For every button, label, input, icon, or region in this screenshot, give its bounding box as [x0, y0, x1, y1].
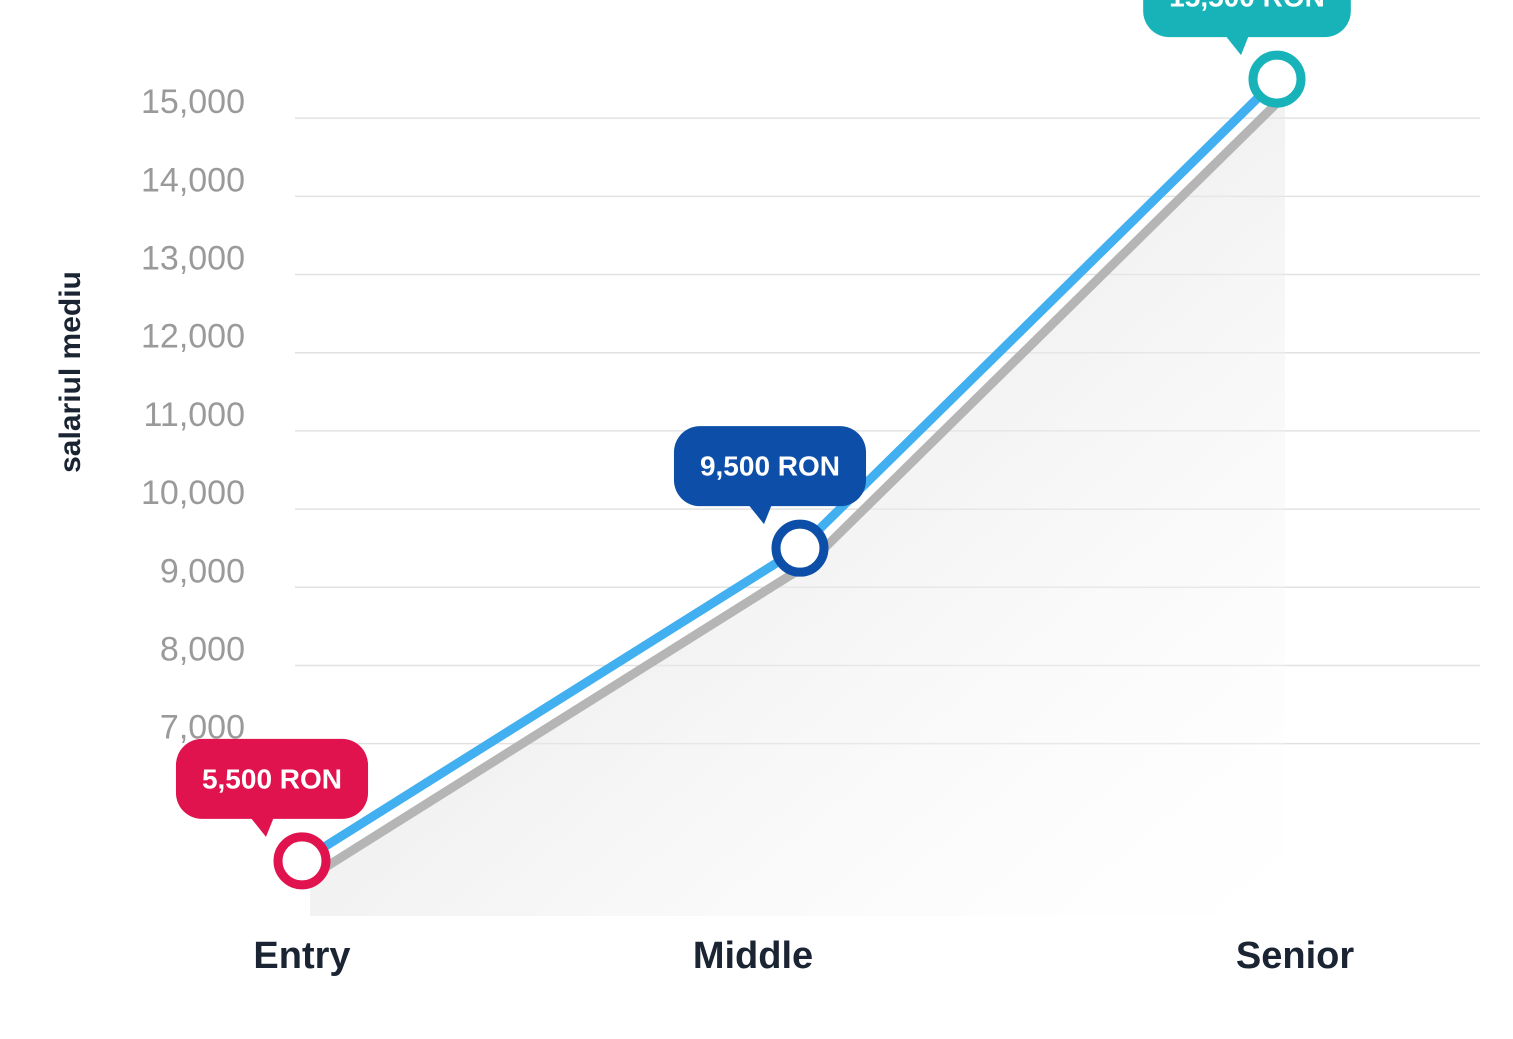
point — [1248, 50, 1306, 108]
y-tick-label: 13,000 — [141, 240, 245, 278]
callout-box — [673, 426, 867, 507]
data-label: 15,500 RON — [1169, 0, 1325, 12]
point — [273, 832, 331, 890]
y-tick-label: 11,000 — [144, 396, 245, 434]
y-tick-label: 12,000 — [141, 318, 245, 356]
callout-pointer — [1225, 35, 1249, 56]
x-tick-label: Middle — [693, 935, 813, 977]
area-shadow — [310, 95, 1285, 916]
y-tick-label: 10,000 — [141, 474, 245, 512]
y-tick-label: 9,000 — [160, 552, 245, 590]
x-tick-label: Entry — [253, 935, 350, 977]
y-tick-label: 8,000 — [160, 630, 245, 668]
point — [771, 519, 829, 577]
y-axis-label: salariul mediu — [54, 271, 87, 473]
callout-box — [175, 738, 369, 819]
x-tick-label: Senior — [1236, 935, 1354, 977]
callout: 15,500 RON — [1143, 0, 1351, 56]
callout-pointer — [250, 816, 274, 837]
y-tick-label: 15,000 — [141, 83, 245, 121]
callout: 5,500 RON — [175, 738, 369, 837]
callout-pointer — [748, 504, 772, 525]
callout: 9,500 RON — [673, 426, 867, 525]
y-tick-label: 14,000 — [141, 161, 245, 199]
callout-box — [1143, 0, 1351, 38]
data-label: 5,500 RON — [202, 763, 342, 794]
data-label: 9,500 RON — [700, 451, 840, 482]
